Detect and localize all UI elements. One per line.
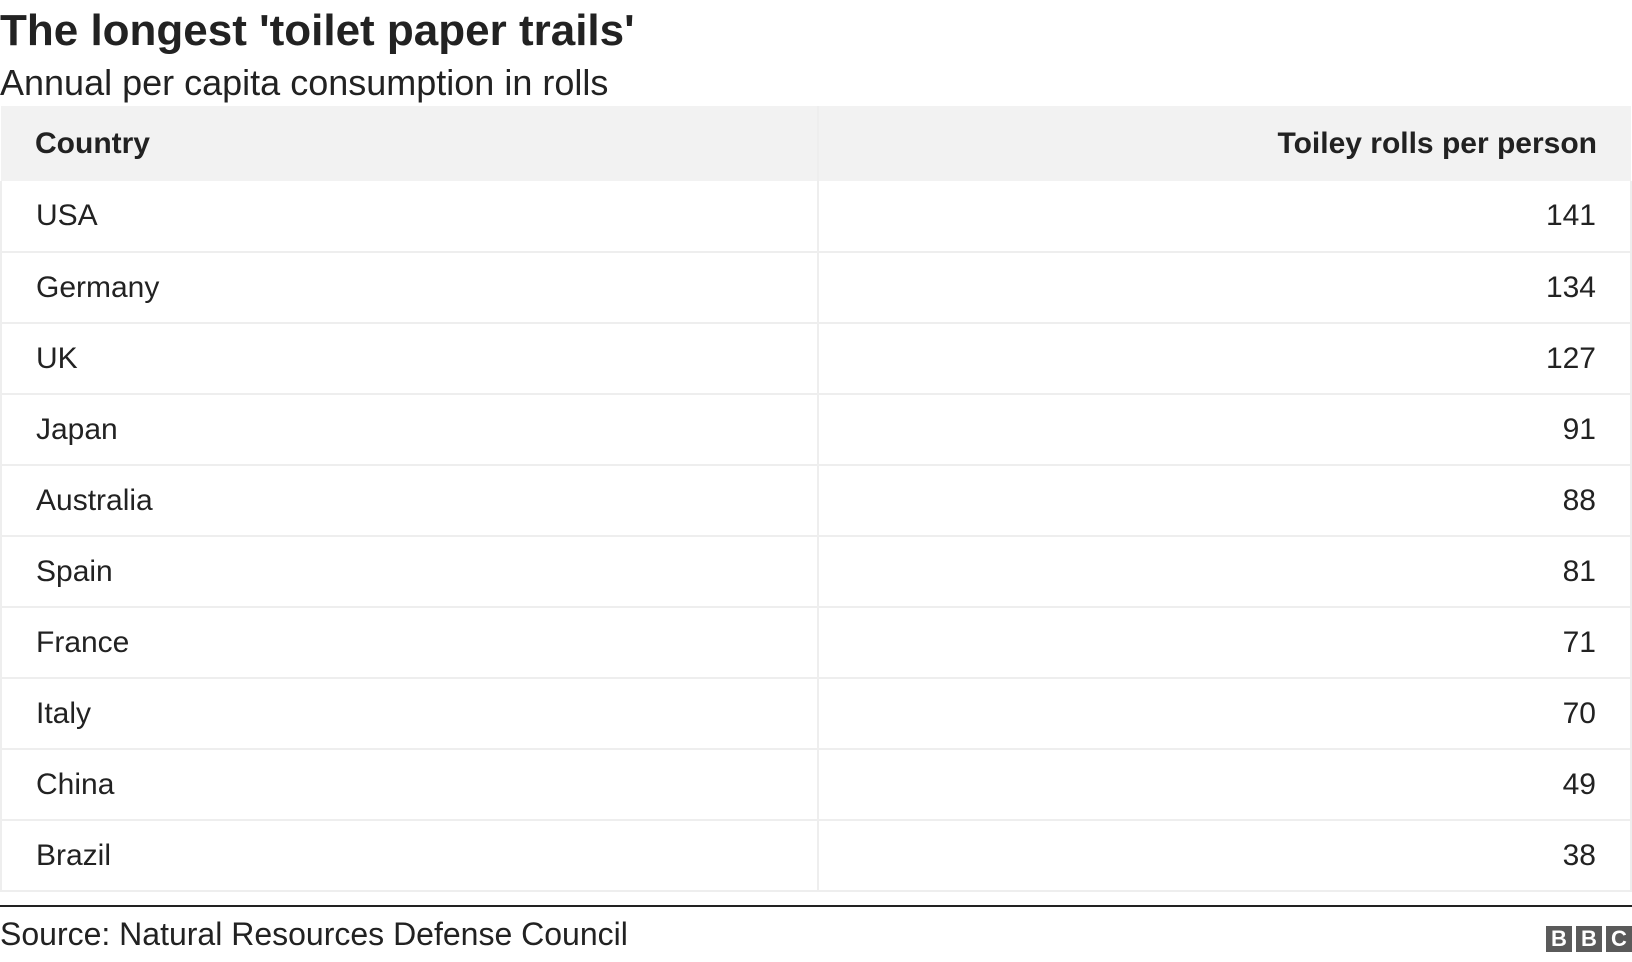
source-note: Source: Natural Resources Defense Counci… [0,916,628,952]
column-header-country: Country [1,106,819,181]
table-row: Italy 70 [0,678,1632,749]
cell-country: USA [0,181,819,252]
cell-rolls-per-person: 141 [818,181,1632,252]
cell-rolls-per-person: 88 [818,465,1632,536]
cell-rolls-per-person: 49 [818,749,1632,820]
cell-country: China [0,749,819,820]
table-row: Spain 81 [0,536,1632,607]
cell-rolls-per-person: 38 [818,820,1632,891]
bbc-logo-letter: B [1546,926,1572,952]
table-row: Australia 88 [0,465,1632,536]
cell-rolls-per-person: 134 [818,252,1632,323]
cell-country: Germany [0,252,819,323]
cell-rolls-per-person: 127 [818,323,1632,394]
column-header-rolls: Toiley rolls per person [1277,126,1597,160]
cell-country: Italy [0,678,819,749]
cell-country: Japan [0,394,819,465]
cell-rolls-per-person: 70 [818,678,1632,749]
cell-country: Australia [0,465,819,536]
cell-rolls-per-person: 71 [818,607,1632,678]
table-row: Japan 91 [0,394,1632,465]
table-body: USA 141 Germany 134 UK 127 Japan 91 Australia 88 S… [0,181,1632,891]
data-table: Country Toiley rolls per person USA 141 Ge… [0,106,1632,892]
table-row: USA 141 [0,181,1632,252]
bbc-logo: B B C [1546,926,1632,952]
table-row: China 49 [0,749,1632,820]
table-row: Germany 134 [0,252,1632,323]
cell-country: Spain [0,536,819,607]
cell-country: France [0,607,819,678]
table-header-row: Country Toiley rolls per person [1,106,1631,181]
cell-rolls-per-person: 91 [818,394,1632,465]
cell-country: UK [0,323,819,394]
chart-subtitle: Annual per capita consumption in rolls [0,62,609,103]
footer-divider [0,905,1632,907]
bbc-logo-letter: C [1606,926,1632,952]
chart-title: The longest 'toilet paper trails' [0,6,635,55]
bbc-logo-letter: B [1576,926,1602,952]
table-row: UK 127 [0,323,1632,394]
cell-country: Brazil [0,820,819,891]
table-row: Brazil 38 [0,820,1632,891]
table-row: France 71 [0,607,1632,678]
cell-rolls-per-person: 81 [818,536,1632,607]
